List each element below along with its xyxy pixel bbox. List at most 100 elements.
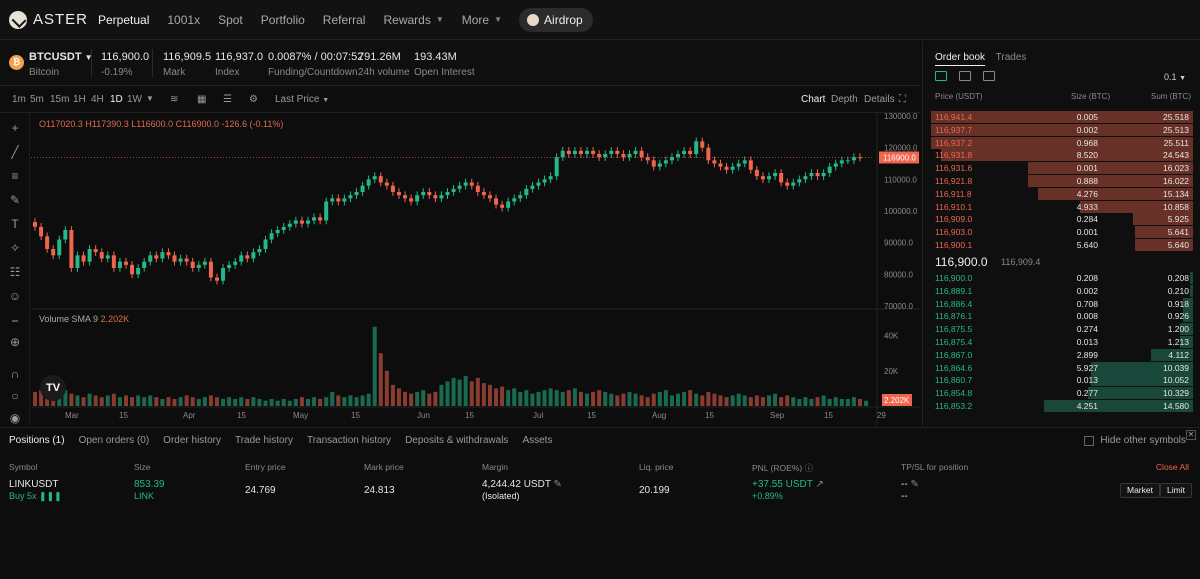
bid-row[interactable]: 116,886.4 0.708 0.918 [923,297,1200,310]
ask-row[interactable]: 116,921.8 0.888 16.022 [923,175,1200,187]
market-close-button[interactable]: Market [1120,483,1160,498]
ask-row[interactable]: 116,931.6 0.001 16.023 [923,162,1200,175]
trendline-icon[interactable]: ╱ [11,145,19,159]
info-icon[interactable]: ⓘ [804,463,814,473]
crosshair-icon[interactable]: + [11,121,19,135]
share-icon[interactable]: ↗ [815,479,824,490]
tab-transaction-history[interactable]: Transaction history [306,435,392,446]
interval-5m[interactable]: 5m [30,94,44,105]
checkbox[interactable] [1084,435,1095,446]
zoom-icon[interactable]: ⊕ [9,335,21,349]
ask-row[interactable]: 116,941.4 0.005 25.518 [923,111,1200,123]
bid-row[interactable]: 116,860.7 0.013 10.052 [923,374,1200,387]
edit-icon[interactable]: ✎ [553,479,562,490]
bid-row[interactable]: 116,867.0 2.899 4.112 [923,348,1200,361]
nav-portfolio[interactable]: Portfolio [252,0,314,40]
candle-body [293,220,298,224]
magnet-icon[interactable]: ∩ [10,367,20,381]
text-icon[interactable]: T [11,217,19,231]
time-axis-tick: 15 [824,411,833,420]
col-liq-price: Liq. price [639,462,674,472]
interval-more-chevron-icon[interactable]: ▼ [146,94,154,103]
nav-rewards[interactable]: Rewards ▼ [374,0,452,40]
asks-view-icon[interactable] [983,71,995,81]
layout-icon[interactable]: ☰ [223,94,232,105]
candle-type-icon[interactable]: ▦ [197,94,207,105]
lock-icon[interactable]: ○ [11,389,19,403]
interval-15m[interactable]: 15m [50,94,70,105]
volume-axis-tick: 20K [884,367,899,376]
position-roe: +0.89% [752,491,783,501]
tab-trade-history[interactable]: Trade history [234,435,293,446]
ask-row[interactable]: 116,931.8 8.520 24.543 [923,149,1200,162]
tab-positions[interactable]: Positions (1) [9,435,65,446]
row-sum: 5.640 [1167,240,1189,250]
hide-other-symbols-toggle[interactable]: Hide other symbols [1084,435,1186,446]
emoji-icon[interactable]: ☺ [8,289,22,303]
fullscreen-icon[interactable]: ⛶ [899,94,906,105]
ask-row[interactable]: 116,911.8 4.276 15.134 [923,187,1200,200]
symbol-selector[interactable]: BTCUSDT ▼ Bitcoin [29,51,93,78]
tab-trades[interactable]: Trades [995,52,1027,63]
bid-row[interactable]: 116,889.1 0.002 0.210 [923,284,1200,297]
interval-4h[interactable]: 4H [91,94,104,105]
edit-icon[interactable]: ✎ [910,479,919,490]
ask-row[interactable]: 116,910.1 4.933 10.858 [923,200,1200,213]
interval-1w[interactable]: 1W [127,94,142,105]
limit-close-button[interactable]: Limit [1160,483,1192,498]
ask-row[interactable]: 116,903.0 0.001 5.641 [923,226,1200,239]
fib-icon[interactable]: ☷ [9,265,21,279]
ruler-icon[interactable]: ⎯ [11,313,18,327]
interval-1d[interactable]: 1D [110,94,123,105]
airdrop-button[interactable]: Airdrop [519,7,593,32]
settings-gear-icon[interactable]: ⚙ [249,94,258,105]
bid-row[interactable]: 116,875.4 0.013 1.213 [923,336,1200,348]
ohlc-readout: O117020.3 H117390.3 L116600.0 C116900.0 … [39,119,284,129]
bid-row[interactable]: 116,876.1 0.008 0.926 [923,310,1200,323]
view-details-tab[interactable]: Details [864,94,895,105]
view-depth-tab[interactable]: Depth [831,94,858,105]
brand-logo[interactable]: ASTER [9,10,89,29]
position-symbol[interactable]: LINKUSDT [9,479,59,490]
nav-spot[interactable]: Spot [209,0,252,40]
close-icon[interactable]: ✕ [1186,430,1196,440]
horizontal-lines-icon[interactable]: ≡ [11,169,19,183]
view-chart-tab[interactable]: Chart [801,94,826,105]
candle-body [827,166,832,173]
tab-order-book[interactable]: Order book [935,52,986,66]
price-chart[interactable]: 130000.0 120000.0 110000.0 100000.0 90000.0 8… [31,112,920,426]
tab-open-orders[interactable]: Open orders (0) [78,435,150,446]
interval-1m[interactable]: 1m [12,94,26,105]
nav-more[interactable]: More ▼ [453,0,511,40]
bid-row[interactable]: 116,864.6 5.927 10.039 [923,361,1200,374]
brush-icon[interactable]: ✎ [9,193,21,207]
nav-1001x[interactable]: 1001x [158,0,209,40]
bid-row[interactable]: 116,854.8 0.277 10.329 [923,387,1200,400]
bids-view-icon[interactable] [959,71,971,81]
pattern-icon[interactable]: ✧ [9,241,21,255]
close-all-button[interactable]: Close All [1155,462,1189,472]
ask-row[interactable]: 116,937.7 0.002 25.513 [923,123,1200,136]
depth-bar [1182,297,1193,310]
row-sum: 25.513 [1163,124,1189,135]
lock-drawings-icon[interactable]: ◉ [9,411,21,425]
tab-deposits-withdrawals[interactable]: Deposits & withdrawals [405,435,509,446]
bid-row[interactable]: 116,853.2 4.251 14.580 [923,400,1200,412]
volume-bar [487,384,492,406]
candle-body [548,176,553,180]
interval-1h[interactable]: 1H [73,94,86,105]
ask-row[interactable]: 116,900.1 5.640 5.640 [923,239,1200,251]
bid-row[interactable]: 116,900.0 0.208 0.208 [923,272,1200,284]
indicator-icon[interactable]: ≋ [170,94,179,105]
ask-row[interactable]: 116,937.2 0.968 25.511 [923,136,1200,149]
nav-referral[interactable]: Referral [314,0,375,40]
bid-row[interactable]: 116,875.5 0.274 1.200 [923,323,1200,336]
both-sides-view-icon[interactable] [935,71,947,81]
volume-bar [864,400,869,406]
price-type-select[interactable]: Last Price ▼ [275,94,329,105]
tab-assets[interactable]: Assets [522,435,553,446]
ask-row[interactable]: 116,909.0 0.284 5.925 [923,213,1200,226]
nav-perpetual[interactable]: Perpetual [89,0,158,40]
tab-order-history[interactable]: Order history [163,435,221,446]
precision-select[interactable]: 0.1 ▼ [1164,72,1186,82]
